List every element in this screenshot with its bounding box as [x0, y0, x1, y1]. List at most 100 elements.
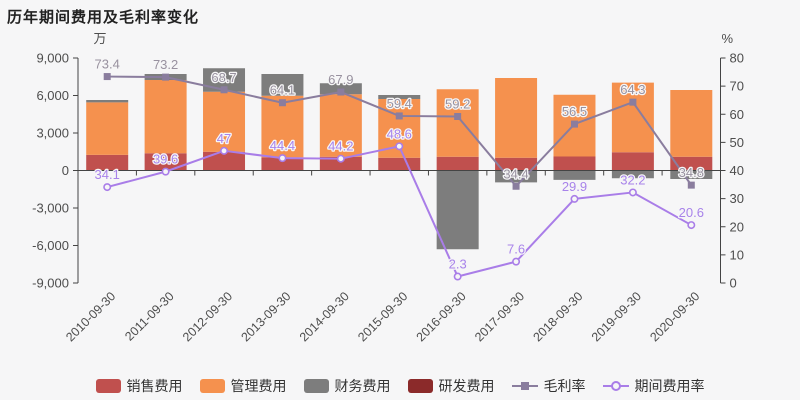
legend: 销售费用 管理费用 财务费用 研发费用 毛利率 期间费用率 — [0, 376, 800, 396]
data-label-期间费用率: 29.9 — [562, 179, 587, 194]
x-axis-category-label: 2014-09-30 — [297, 289, 352, 344]
data-label-毛利率: 64.1 — [270, 83, 295, 98]
x-axis-category-label: 2013-09-30 — [238, 289, 293, 344]
y-axis-left-tick-label: -6,000 — [32, 238, 69, 253]
bar-segment-销售费用 — [319, 156, 362, 171]
bar-segment-财务费用 — [553, 170, 596, 180]
data-label-毛利率: 59.2 — [445, 97, 470, 112]
marker-期间费用率 — [570, 194, 579, 203]
x-axis-category-label: 2015-09-30 — [355, 289, 410, 344]
data-label-毛利率: 73.2 — [153, 57, 178, 72]
marker-毛利率 — [278, 99, 286, 107]
y-axis-left-tick-label: 9,000 — [36, 51, 69, 66]
data-label-期间费用率: 44.4 — [270, 138, 295, 153]
marker-毛利率 — [103, 73, 111, 81]
marker-毛利率 — [395, 112, 403, 120]
legend-item-管理费用[interactable]: 管理费用 — [199, 376, 287, 396]
marker-期间费用率 — [453, 272, 462, 281]
y-axis-right-tick-label: 30 — [730, 191, 744, 206]
legend-item-财务费用[interactable]: 财务费用 — [303, 376, 391, 396]
x-axis-category-label: 2012-09-30 — [180, 289, 235, 344]
data-label-期间费用率: 2.3 — [449, 257, 467, 272]
legend-swatch-icon — [407, 379, 433, 393]
y-axis-right-tick-label: 0 — [730, 276, 737, 291]
y-axis-right-tick-label: 70 — [730, 79, 744, 94]
bar-segment-销售费用 — [495, 157, 538, 171]
marker-期间费用率 — [220, 146, 229, 155]
y-axis-right-tick-label: 20 — [730, 219, 744, 234]
bar-segment-财务费用 — [378, 95, 421, 99]
y-axis-left-tick-label: 3,000 — [36, 126, 69, 141]
data-label-期间费用率: 20.6 — [679, 205, 704, 220]
marker-毛利率 — [570, 120, 578, 128]
data-label-毛利率: 68.7 — [211, 70, 236, 85]
bar-segment-管理费用 — [203, 91, 246, 152]
legend-item-毛利率[interactable]: 毛利率 — [511, 376, 586, 396]
data-label-期间费用率: 47 — [217, 131, 231, 146]
data-label-毛利率: 67.9 — [328, 72, 353, 87]
bar-segment-财务费用 — [495, 170, 538, 183]
legend-item-label: 管理费用 — [230, 378, 287, 394]
bar-segment-销售费用 — [261, 157, 304, 171]
marker-毛利率 — [454, 113, 462, 120]
data-label-毛利率: 59.4 — [387, 96, 412, 111]
legend-item-销售费用[interactable]: 销售费用 — [95, 376, 183, 396]
y-axis-right-tick-label: 10 — [730, 247, 744, 262]
marker-期间费用率 — [687, 221, 696, 230]
y-axis-left-tick-label: 0 — [62, 163, 69, 178]
marker-毛利率 — [687, 181, 695, 189]
y-axis-left-tick-label: -9,000 — [32, 276, 69, 291]
x-axis-category-label: 2010-09-30 — [63, 289, 118, 344]
bar-segment-销售费用 — [670, 156, 713, 171]
marker-毛利率 — [162, 73, 170, 81]
bar-segment-财务费用 — [611, 170, 654, 179]
marker-期间费用率 — [103, 183, 112, 192]
bar-segment-财务费用 — [86, 100, 129, 103]
bar-segment-财务费用 — [670, 170, 713, 179]
data-label-期间费用率: 34.1 — [95, 167, 120, 182]
marker-期间费用率 — [395, 142, 404, 151]
legend-swatch-icon — [95, 379, 121, 393]
marker-期间费用率 — [278, 154, 287, 163]
data-label-期间费用率: 48.6 — [387, 126, 412, 141]
marker-毛利率 — [337, 88, 345, 96]
legend-line-square-icon — [511, 379, 538, 393]
bar-segment-销售费用 — [553, 156, 596, 171]
y-axis-left-tick-label: 6,000 — [36, 88, 69, 103]
bar-segment-管理费用 — [319, 94, 362, 157]
bar-segment-财务费用 — [203, 68, 246, 92]
bar-segment-销售费用 — [203, 151, 246, 171]
bar-segment-销售费用 — [611, 152, 654, 171]
legend-item-期间费用率[interactable]: 期间费用率 — [602, 376, 705, 396]
data-label-毛利率: 64.3 — [620, 82, 645, 97]
y-axis-right-tick-label: 40 — [730, 163, 744, 178]
bar-segment-管理费用 — [436, 89, 479, 157]
legend-swatch-icon — [199, 379, 225, 393]
x-axis-category-label: 2011-09-30 — [122, 289, 176, 343]
bar-segment-销售费用 — [86, 154, 129, 171]
legend-item-label: 财务费用 — [334, 378, 391, 394]
data-label-期间费用率: 32.2 — [620, 172, 645, 187]
legend-item-研发费用[interactable]: 研发费用 — [407, 376, 495, 396]
legend-line-circle-icon — [602, 379, 629, 393]
data-label-毛利率: 34.4 — [503, 166, 528, 181]
bar-segment-管理费用 — [86, 102, 129, 155]
chart-canvas: 9,000 6,000 3,000 0 -3,000 -6,000 -9,000 80 70 60… — [32, 31, 744, 344]
bar-segment-管理费用 — [670, 90, 713, 157]
data-label-期间费用率: 44.2 — [328, 139, 353, 154]
y-axis-right-tick-label: 80 — [730, 51, 744, 66]
left-axis-unit: 万 — [93, 31, 106, 46]
bar-segment-管理费用 — [611, 82, 654, 153]
marker-期间费用率 — [512, 257, 521, 266]
x-axis-category-label: 2020-09-30 — [647, 289, 702, 344]
marker-毛利率 — [629, 98, 637, 106]
data-label-期间费用率: 39.6 — [153, 152, 178, 167]
bar-segment-销售费用 — [378, 157, 421, 171]
y-axis-left-tick-label: -3,000 — [32, 201, 69, 216]
bar-segment-管理费用 — [144, 80, 187, 154]
data-label-期间费用率: 7.6 — [507, 242, 525, 257]
marker-期间费用率 — [161, 167, 170, 176]
y-axis-right-tick-label: 60 — [730, 107, 744, 122]
legend-swatch-icon — [303, 379, 329, 393]
